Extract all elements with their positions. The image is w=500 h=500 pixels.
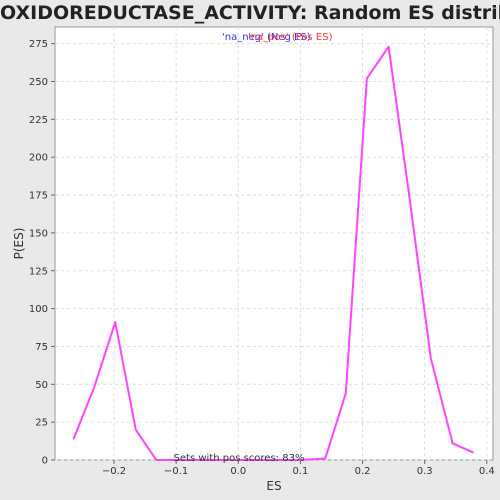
y-tick-label: 225 bbox=[29, 115, 48, 126]
legend-entry-pos: 'na_pos' (Pos ES) bbox=[248, 32, 333, 43]
x-axis-label: ES bbox=[266, 479, 281, 493]
y-tick-label: 275 bbox=[29, 39, 48, 50]
es-data-point bbox=[430, 357, 432, 360]
y-tick-label: 200 bbox=[29, 153, 48, 164]
y-tick-label: 150 bbox=[29, 228, 48, 239]
x-tick-label: 0.4 bbox=[479, 466, 495, 477]
y-tick-label: 175 bbox=[29, 191, 48, 202]
plot-area bbox=[54, 26, 494, 461]
y-tick-label: 250 bbox=[29, 77, 48, 88]
es-data-point bbox=[324, 457, 327, 460]
x-tick-label: −0.1 bbox=[164, 466, 188, 477]
x-tick-label: 0.1 bbox=[292, 466, 308, 477]
es-data-point bbox=[114, 321, 117, 324]
es-data-point bbox=[134, 428, 137, 431]
series-group bbox=[72, 45, 474, 461]
es-data-point bbox=[366, 77, 368, 80]
x-tick-label: 0.2 bbox=[355, 466, 371, 477]
y-axis-label: P(ES) bbox=[12, 228, 26, 260]
chart-title: OXIDOREDUCTASE_ACTIVITY: Random ES distr… bbox=[0, 2, 500, 24]
es-data-point bbox=[472, 451, 474, 454]
y-tick-label: 0 bbox=[42, 456, 48, 467]
pos-scores-annotation: Sets with pos scores: 83% bbox=[174, 453, 305, 464]
es-data-point bbox=[344, 392, 347, 395]
x-axis-ticks: −0.2 −0.1 0.0 0.1 0.2 0.3 0.4 bbox=[102, 460, 495, 477]
y-tick-label: 75 bbox=[35, 342, 48, 353]
es-data-point bbox=[451, 442, 454, 445]
es-data-point bbox=[175, 459, 177, 461]
x-tick-label: −0.2 bbox=[102, 466, 126, 477]
es-data-point bbox=[72, 438, 75, 440]
es-data-point bbox=[155, 459, 158, 461]
y-tick-label: 50 bbox=[35, 380, 48, 391]
x-tick-label: 0.3 bbox=[417, 466, 433, 477]
es-data-point bbox=[408, 194, 410, 196]
x-tick-label: 0.0 bbox=[230, 466, 246, 477]
es-data-point bbox=[387, 45, 390, 48]
y-tick-label: 125 bbox=[29, 266, 48, 277]
y-tick-label: 100 bbox=[29, 304, 48, 315]
legend-entry-neg: 'na_neg' (Neg ES) bbox=[222, 32, 311, 43]
es-data-point bbox=[299, 459, 302, 461]
es-data-point bbox=[93, 386, 95, 389]
y-axis-ticks: 0 25 50 75 100 125 150 175 200 225 250 275 bbox=[29, 39, 55, 467]
y-tick-label: 25 bbox=[35, 418, 48, 429]
